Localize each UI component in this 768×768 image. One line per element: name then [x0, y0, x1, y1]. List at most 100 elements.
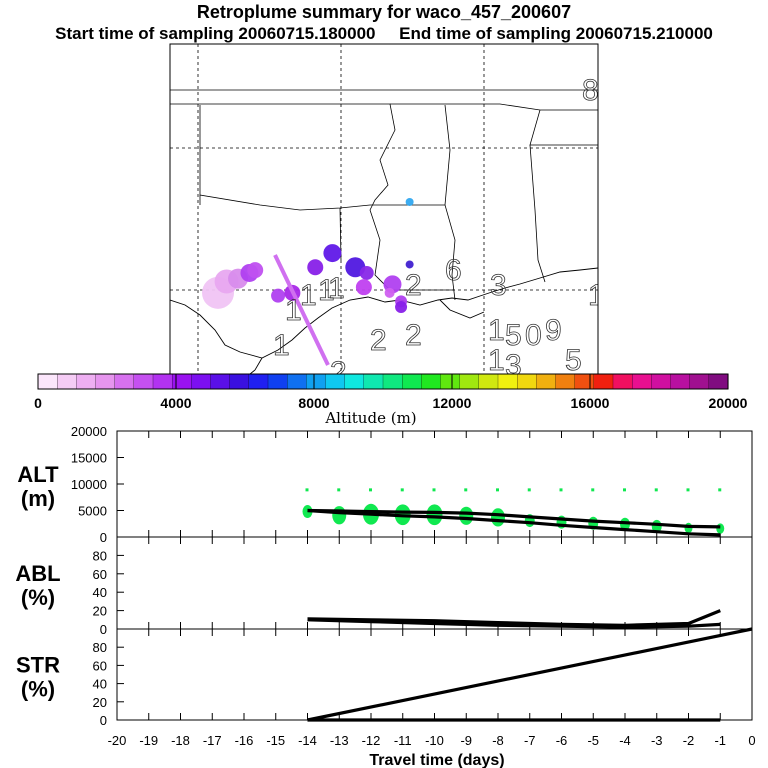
plume-point — [307, 259, 324, 276]
panel-unit: (%) — [21, 585, 55, 610]
max-altitude-dot — [591, 488, 595, 492]
series-line-cumulative — [307, 627, 753, 722]
y-tick-label: 40 — [93, 677, 107, 692]
x-tick-label: -17 — [203, 733, 222, 748]
series-line-upper — [307, 508, 721, 529]
end-label: End time of sampling — [399, 24, 572, 43]
max-altitude-dot — [686, 488, 690, 492]
y-tick-label: 5000 — [78, 504, 107, 519]
start-label: Start time of sampling — [55, 24, 234, 43]
y-tick-label: 10000 — [71, 477, 107, 492]
svg-text:0: 0 — [525, 319, 542, 352]
plume-point — [323, 244, 342, 263]
panel-unit: (%) — [21, 677, 55, 702]
x-tick-label: -6 — [556, 733, 568, 748]
svg-text:9: 9 — [545, 314, 562, 347]
colorbar-tick-label: 12000 — [433, 395, 472, 411]
abl-panel: 0 20 40 60 80 ABL(%) — [15, 536, 753, 637]
x-tick-label: -5 — [587, 733, 599, 748]
y-tick-label: 40 — [93, 585, 107, 600]
plume-trail — [273, 254, 330, 366]
series-line-lower — [307, 618, 721, 629]
max-altitude-dot — [559, 488, 563, 492]
plume-point — [395, 301, 408, 314]
colorbar-tick-label: 16000 — [571, 395, 610, 411]
alt-panel: 0 5000 10000 15000 20000 ALT(m) — [17, 424, 753, 545]
colorbar-tick-label: 0 — [34, 395, 42, 411]
state-borders — [170, 89, 598, 301]
plume-points — [202, 197, 414, 366]
altitude-marker — [459, 506, 474, 525]
colorbar-tick-label: 20000 — [709, 395, 748, 411]
altitude-marker — [332, 506, 347, 525]
series-line-upper — [307, 609, 721, 627]
svg-text:5: 5 — [505, 319, 522, 352]
x-tick-label: -3 — [651, 733, 663, 748]
x-tick-label: -1 — [714, 733, 726, 748]
x-tick-label: -15 — [266, 733, 285, 748]
x-tick-label: -18 — [171, 733, 190, 748]
plume-point — [355, 279, 372, 296]
series-line-lower — [307, 508, 721, 537]
y-tick-label: 15000 — [71, 451, 107, 466]
panel-label: ALT — [17, 462, 59, 487]
svg-text:1: 1 — [300, 279, 317, 312]
max-altitude-dot — [305, 488, 309, 492]
colorbar-tick-label: 4000 — [160, 395, 191, 411]
plume-point — [359, 265, 374, 280]
x-tick-label: -2 — [683, 733, 695, 748]
svg-text:3: 3 — [490, 269, 507, 302]
y-tick-label: 60 — [93, 567, 107, 582]
coastline — [170, 267, 598, 374]
y-tick-label: 20 — [93, 695, 107, 710]
max-altitude-dot — [623, 488, 626, 492]
svg-text:2: 2 — [405, 269, 422, 302]
end-value: 20060715.210000 — [575, 24, 713, 43]
panel-unit: (m) — [21, 486, 55, 511]
y-tick-label: 20 — [93, 604, 107, 619]
x-axis-label: Travel time (days) — [369, 752, 504, 768]
max-altitude-dot — [400, 488, 404, 492]
max-altitude-dot — [432, 488, 436, 492]
x-tick-label: -12 — [362, 733, 381, 748]
svg-text:1: 1 — [285, 294, 302, 327]
svg-text:2: 2 — [330, 356, 347, 389]
max-altitude-dot — [369, 488, 372, 492]
plume-point — [271, 288, 286, 303]
y-tick-label: 0 — [100, 622, 107, 637]
plume-point — [405, 260, 414, 269]
max-altitude-dot — [718, 488, 722, 492]
y-tick-label: 80 — [93, 548, 107, 563]
map-background — [170, 44, 598, 374]
y-tick-label: 80 — [93, 640, 107, 655]
chart-title: Retroplume summary for waco_457_200607 — [196, 2, 572, 22]
start-value: 20060715.180000 — [238, 24, 376, 43]
max-altitude-dot — [337, 488, 341, 492]
y-tick-label: 60 — [93, 658, 107, 673]
x-tick-label: 0 — [748, 733, 755, 748]
plume-point — [247, 262, 264, 279]
x-tick-label: -14 — [298, 733, 317, 748]
svg-text:2: 2 — [370, 324, 387, 357]
max-altitude-dot — [654, 488, 658, 492]
colorbar-tick-label: 8000 — [298, 395, 329, 411]
x-tick-label: -10 — [425, 733, 444, 748]
altitude-marker — [426, 504, 443, 526]
svg-text:5: 5 — [565, 344, 582, 377]
x-tick-label: -20 — [108, 733, 127, 748]
plume-point — [384, 287, 395, 298]
svg-text:1: 1 — [488, 344, 505, 377]
altitude-marker — [491, 508, 505, 527]
svg-text:1: 1 — [488, 314, 505, 347]
svg-text:1: 1 — [588, 279, 605, 312]
svg-text:3: 3 — [505, 349, 522, 382]
svg-text:2: 2 — [405, 319, 422, 352]
max-altitude-dot — [496, 488, 499, 492]
svg-text:1: 1 — [273, 329, 290, 362]
x-tick-label: -11 — [394, 733, 412, 748]
svg-text:8: 8 — [582, 74, 599, 107]
